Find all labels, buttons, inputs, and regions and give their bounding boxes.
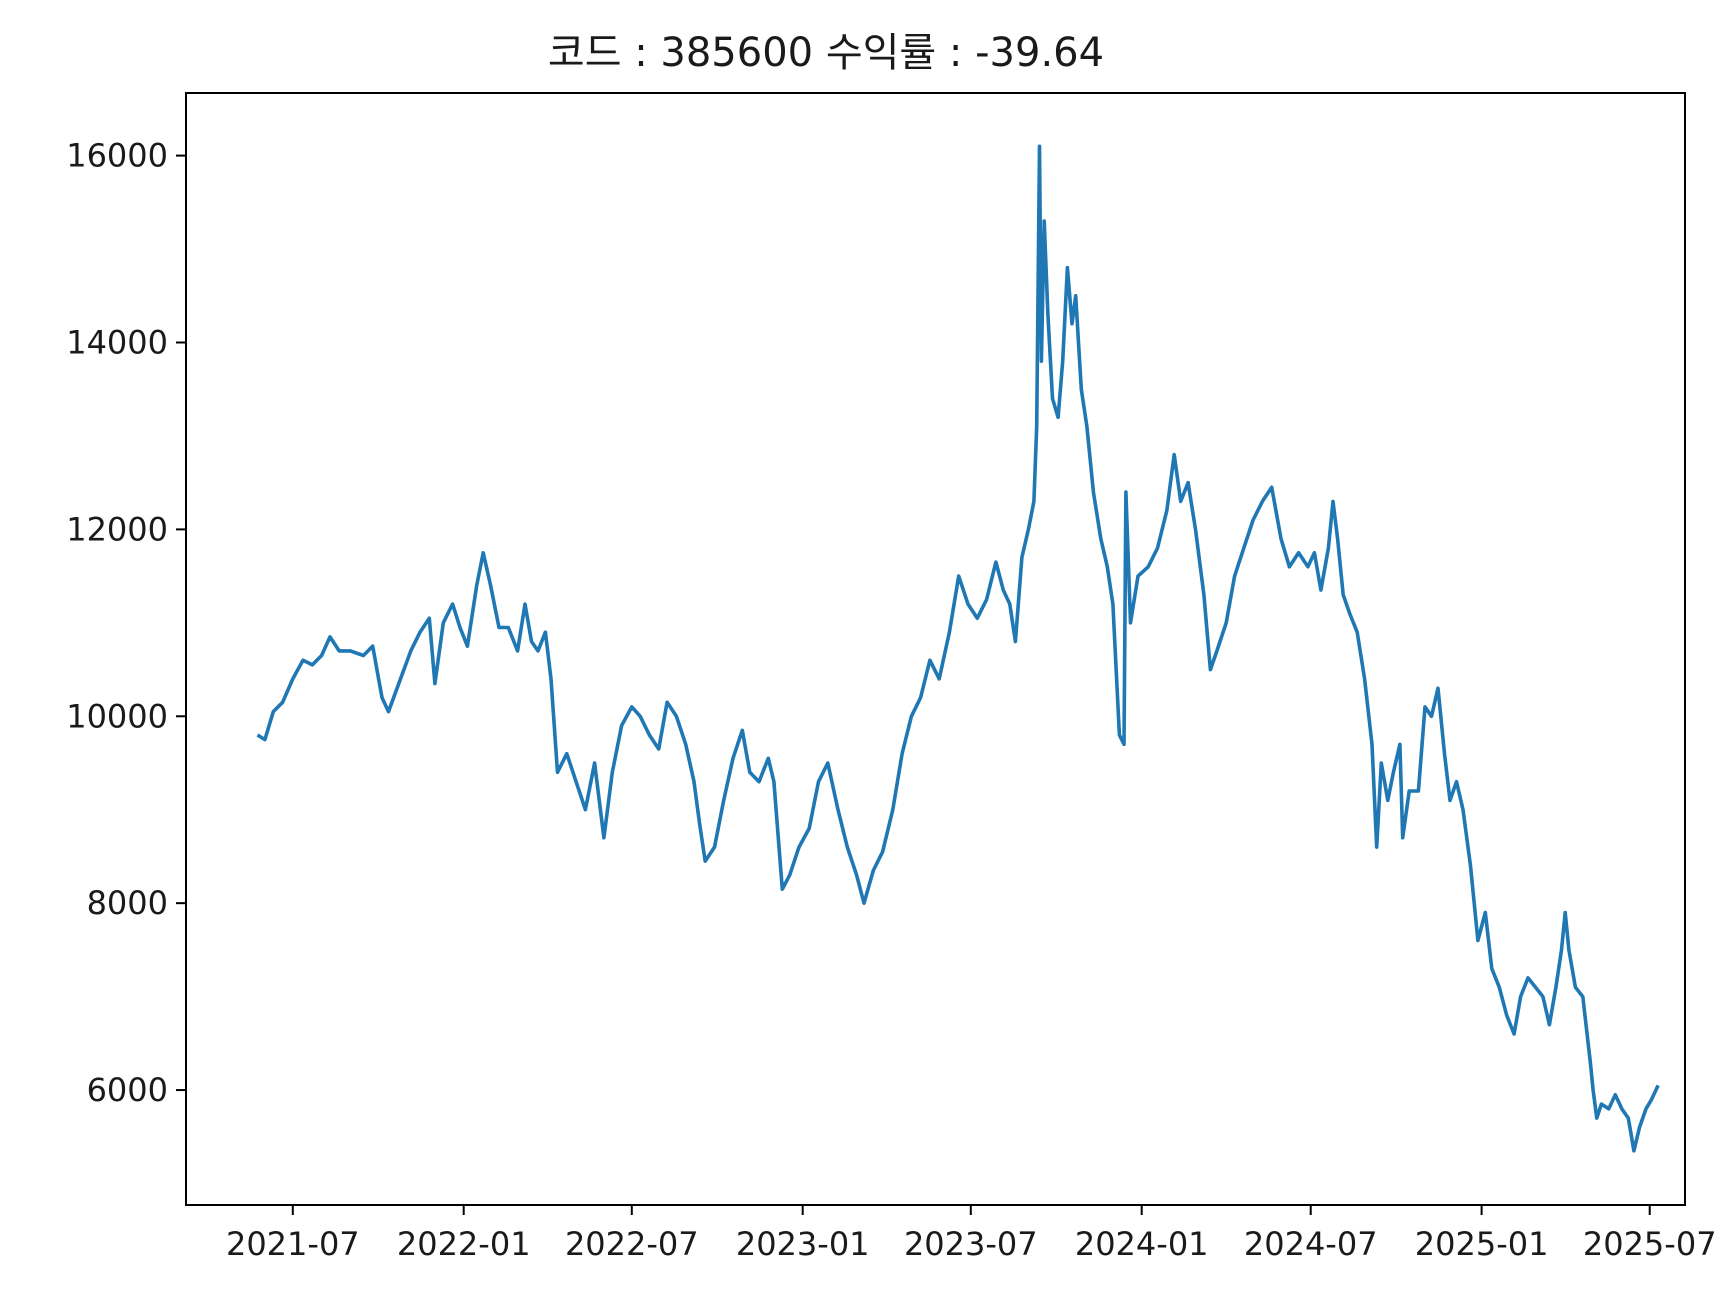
y-tick-label: 8000 bbox=[87, 884, 168, 922]
x-tick-label: 2025-07 bbox=[1583, 1225, 1717, 1263]
x-tick-label: 2024-07 bbox=[1244, 1225, 1378, 1263]
x-tick-label: 2023-07 bbox=[904, 1225, 1038, 1263]
y-tick-label: 14000 bbox=[66, 323, 168, 361]
x-tick-label: 2024-01 bbox=[1075, 1225, 1209, 1263]
y-tick-label: 12000 bbox=[66, 510, 168, 548]
chart-title: 코드 : 385600 수익률 : -39.64 bbox=[548, 30, 1104, 76]
series-line bbox=[256, 144, 1660, 1153]
plot-frame bbox=[185, 92, 1686, 1206]
y-tick-label: 16000 bbox=[66, 137, 168, 175]
x-tick-label: 2025-01 bbox=[1415, 1225, 1549, 1263]
y-tick-label: 6000 bbox=[87, 1071, 168, 1109]
x-tick-label: 2023-01 bbox=[736, 1225, 870, 1263]
y-tick-label: 10000 bbox=[66, 697, 168, 735]
x-tick-label: 2021-07 bbox=[226, 1225, 360, 1263]
y-axis: 6000 8000 10000 12000 14000 16000 bbox=[66, 137, 186, 1109]
x-tick-label: 2022-01 bbox=[397, 1225, 531, 1263]
x-axis: 2021-07 2022-01 2022-07 2023-01 2023-07 2024-… bbox=[226, 1205, 1717, 1263]
x-tick-label: 2022-07 bbox=[565, 1225, 699, 1263]
